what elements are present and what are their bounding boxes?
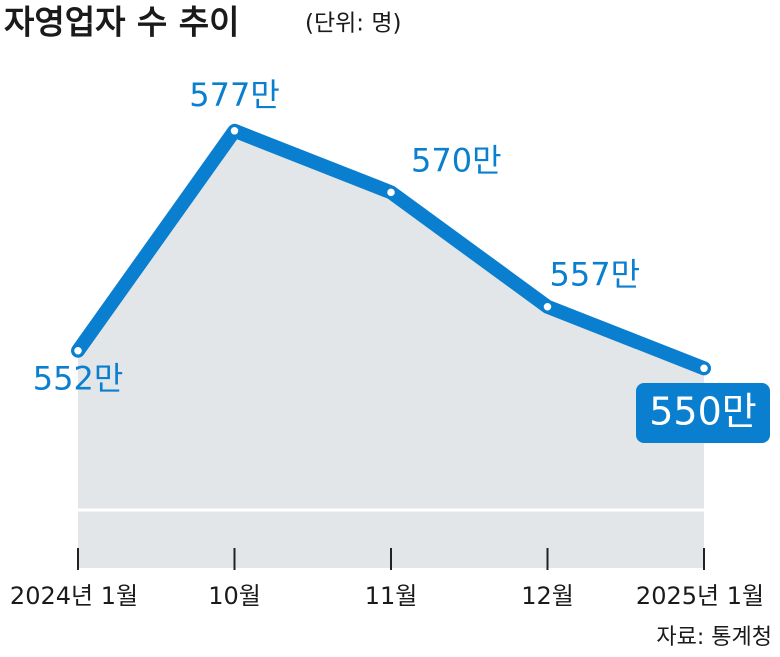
x-tick-label: 11월 [365,582,418,610]
source: 자료: 통계청 [656,625,772,650]
chart-title: 자영업자 수 추이 [4,3,240,42]
data-label: 570만 [411,141,502,179]
area [78,130,704,568]
data-label: 577만 [189,76,280,114]
data-label: 550만 [649,390,757,434]
x-tick-label: 2025년 1월 [636,582,764,610]
point [541,300,554,313]
chart-subtitle: (단위: 명) [305,11,402,37]
x-tick-label: 2024년 1월 [10,582,138,610]
label-box [636,383,770,443]
point [697,362,711,375]
point [384,186,398,199]
x-tick-label: 12월 [521,582,574,610]
data-label: 557만 [550,256,641,294]
point [228,124,241,138]
x-tick-label: 10월 [208,582,261,610]
data-label: 552만 [33,360,124,398]
point [71,344,85,357]
